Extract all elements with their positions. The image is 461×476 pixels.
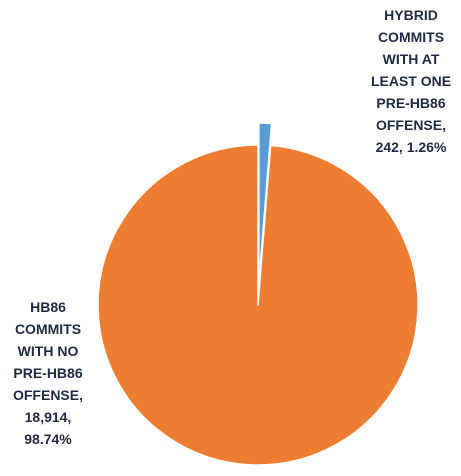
data-label-hybrid-commits: HYBRID COMMITS WITH AT LEAST ONE PRE-HB8… (370, 7, 452, 155)
pie-slice-hybrid-commits (258, 122, 273, 284)
data-label-hb86-commits: HB86 COMMITS WITH NO PRE-HB86 OFFENSE, 1… (12, 299, 83, 447)
pie-slice-hb86-commits (97, 144, 419, 466)
